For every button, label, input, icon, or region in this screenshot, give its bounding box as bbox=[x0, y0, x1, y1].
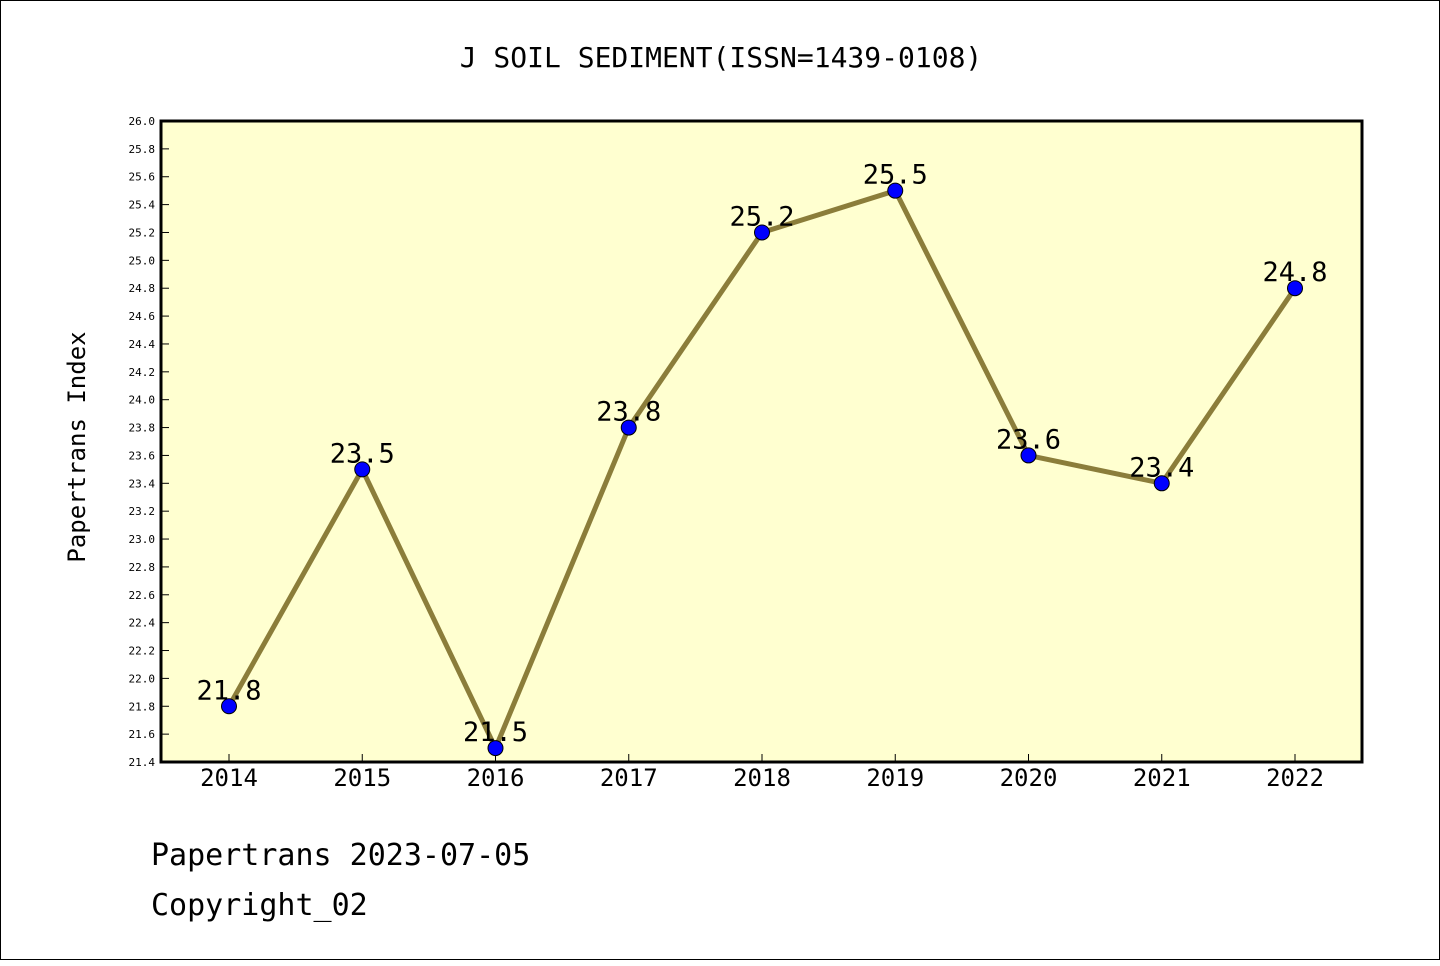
y-tick-label: 25.2 bbox=[129, 226, 156, 239]
y-tick-label: 22.4 bbox=[129, 617, 156, 630]
chart-title: J SOIL SEDIMENT(ISSN=1439-0108) bbox=[460, 41, 983, 74]
y-tick-label: 24.4 bbox=[129, 338, 156, 351]
y-tick-label: 25.6 bbox=[129, 171, 156, 184]
data-point bbox=[1020, 447, 1037, 464]
y-tick-label: 25.0 bbox=[129, 254, 156, 267]
y-axis: 21.4 21.6 21.8 22.0 22.2 22.4 22.6 22.8 23.0 23.2… bbox=[129, 115, 169, 769]
data-point bbox=[487, 740, 504, 757]
x-tick-label: 2019 bbox=[866, 764, 924, 792]
y-tick-label: 25.4 bbox=[129, 199, 156, 212]
x-axis: 2014 2015 2016 2017 2018 2019 2020 2021 2022 bbox=[200, 754, 1324, 792]
y-tick-label: 23.6 bbox=[129, 449, 156, 462]
data-point bbox=[887, 182, 904, 199]
data-label: 23.4 bbox=[1129, 452, 1194, 483]
data-label: 24.8 bbox=[1262, 257, 1327, 288]
x-tick-label: 2022 bbox=[1266, 764, 1324, 792]
data-label: 21.5 bbox=[463, 717, 528, 748]
data-label: 25.2 bbox=[729, 201, 794, 232]
y-tick-label: 24.8 bbox=[129, 282, 156, 295]
x-tick-label: 2021 bbox=[1133, 764, 1191, 792]
y-tick-label: 22.6 bbox=[129, 589, 156, 602]
y-tick-label: 23.2 bbox=[129, 505, 156, 518]
y-tick-label: 26.0 bbox=[129, 115, 156, 128]
y-tick-label: 23.8 bbox=[129, 422, 156, 435]
x-tick-label: 2018 bbox=[733, 764, 791, 792]
footer-date: Papertrans 2023-07-05 bbox=[151, 838, 530, 873]
data-point bbox=[1153, 475, 1170, 492]
data-markers bbox=[221, 182, 1303, 757]
y-tick-label: 22.2 bbox=[129, 645, 156, 658]
footer-copyright: Copyright_02 bbox=[151, 888, 368, 923]
data-label: 23.5 bbox=[330, 438, 395, 469]
data-label: 23.6 bbox=[996, 424, 1061, 455]
data-label: 21.8 bbox=[196, 675, 261, 706]
data-label: 25.5 bbox=[863, 160, 928, 191]
data-label: 23.8 bbox=[596, 397, 661, 428]
y-tick-label: 22.0 bbox=[129, 672, 156, 685]
x-tick-label: 2015 bbox=[333, 764, 391, 792]
x-tick-label: 2017 bbox=[600, 764, 658, 792]
y-tick-label: 21.4 bbox=[129, 756, 156, 769]
data-point bbox=[1287, 280, 1303, 297]
y-tick-label: 23.4 bbox=[129, 477, 156, 490]
x-tick-label: 2014 bbox=[200, 764, 258, 792]
y-tick-label: 25.8 bbox=[129, 143, 156, 156]
x-tick-label: 2016 bbox=[467, 764, 525, 792]
y-tick-label: 22.8 bbox=[129, 561, 156, 574]
data-labels: 21.8 23.5 21.5 23.8 25.2 25.5 23.6 23.4 24.8 bbox=[196, 160, 1327, 748]
y-tick-label: 24.6 bbox=[129, 310, 156, 323]
x-tick-label: 2020 bbox=[1000, 764, 1058, 792]
data-point bbox=[620, 419, 637, 436]
y-tick-label: 24.2 bbox=[129, 366, 156, 379]
data-point bbox=[754, 224, 770, 241]
data-point bbox=[354, 461, 371, 478]
y-tick-label: 24.0 bbox=[129, 394, 156, 407]
y-tick-label: 21.8 bbox=[129, 700, 156, 713]
data-point bbox=[221, 698, 237, 715]
y-tick-label: 23.0 bbox=[129, 533, 156, 546]
y-tick-label: 21.6 bbox=[129, 728, 156, 741]
y-axis-label: Papertrans Index bbox=[63, 331, 91, 562]
